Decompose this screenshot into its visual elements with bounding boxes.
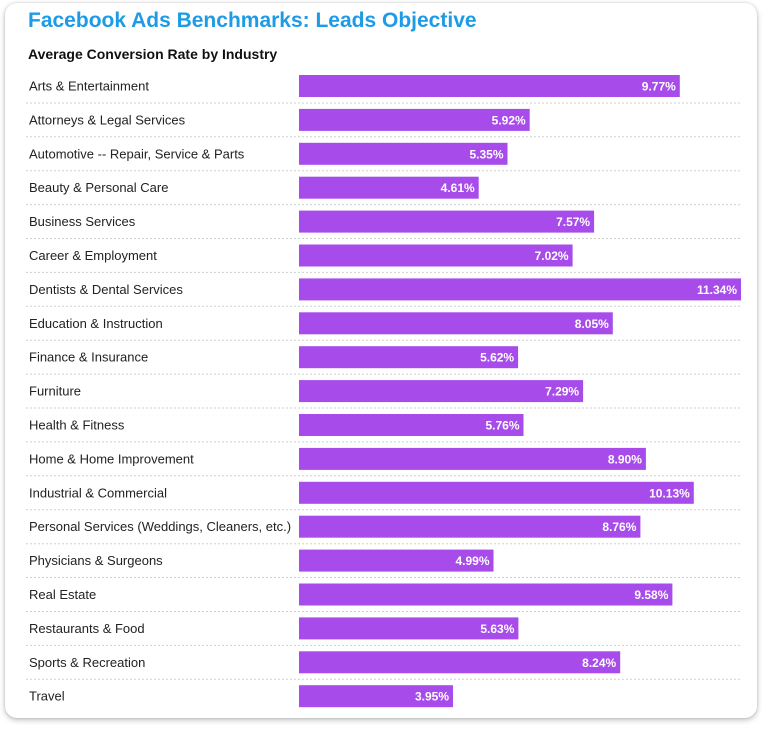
- bar: [299, 346, 519, 369]
- value-label: 5.62%: [480, 351, 514, 365]
- category-label: Business Services: [29, 214, 136, 229]
- value-label: 5.92%: [492, 113, 526, 127]
- value-label: 5.63%: [480, 622, 514, 636]
- value-label: 8.24%: [582, 656, 616, 670]
- bar: [299, 176, 479, 199]
- value-label: 11.34%: [697, 283, 737, 297]
- category-label: Finance & Insurance: [29, 350, 148, 365]
- category-label: Furniture: [29, 384, 81, 399]
- bar: [299, 210, 595, 233]
- bar: [299, 312, 613, 335]
- bar: [299, 651, 621, 674]
- category-label: Home & Home Improvement: [29, 451, 194, 466]
- bar: [299, 244, 573, 267]
- bar: [299, 481, 694, 504]
- category-label: Health & Fitness: [29, 418, 125, 433]
- value-label: 3.95%: [415, 690, 449, 704]
- bar: [299, 142, 508, 165]
- value-label: 4.99%: [455, 554, 489, 568]
- category-label: Industrial & Commercial: [29, 485, 167, 500]
- bar: [299, 278, 741, 301]
- value-label: 4.61%: [441, 181, 475, 195]
- category-label: Travel: [29, 689, 65, 704]
- bar: [299, 447, 646, 470]
- value-label: 5.76%: [485, 419, 519, 433]
- value-label: 7.29%: [545, 385, 579, 399]
- bar: [299, 515, 641, 538]
- bar: [299, 685, 453, 708]
- category-label: Real Estate: [29, 587, 96, 602]
- bar: [299, 549, 494, 572]
- value-label: 8.05%: [575, 317, 609, 331]
- chart-subtitle: Average Conversion Rate by Industry: [28, 46, 278, 62]
- value-label: 9.58%: [634, 588, 668, 602]
- value-label: 7.02%: [535, 249, 569, 263]
- value-label: 5.35%: [469, 147, 503, 161]
- category-label: Sports & Recreation: [29, 655, 145, 670]
- bar: [299, 583, 673, 606]
- category-label: Education & Instruction: [29, 316, 163, 331]
- category-label: Dentists & Dental Services: [29, 282, 183, 297]
- category-label: Automotive -- Repair, Service & Parts: [29, 146, 245, 161]
- value-label: 8.76%: [602, 520, 636, 534]
- bar: [299, 414, 524, 436]
- bar: [299, 108, 530, 131]
- category-label: Physicians & Surgeons: [29, 553, 163, 568]
- category-label: Career & Employment: [29, 248, 157, 263]
- category-label: Attorneys & Legal Services: [29, 112, 186, 127]
- value-label: 10.13%: [649, 486, 690, 500]
- bar: [299, 75, 680, 97]
- chart-title: Facebook Ads Benchmarks: Leads Objective: [28, 9, 477, 32]
- value-label: 7.57%: [556, 215, 590, 229]
- bar: [299, 617, 519, 640]
- value-label: 8.90%: [608, 452, 642, 466]
- value-label: 9.77%: [642, 80, 676, 94]
- category-label: Beauty & Personal Care: [29, 180, 168, 195]
- category-label: Restaurants & Food: [29, 621, 145, 636]
- category-label: Arts & Entertainment: [29, 79, 149, 94]
- category-label: Personal Services (Weddings, Cleaners, e…: [29, 519, 291, 534]
- bar: [299, 380, 584, 403]
